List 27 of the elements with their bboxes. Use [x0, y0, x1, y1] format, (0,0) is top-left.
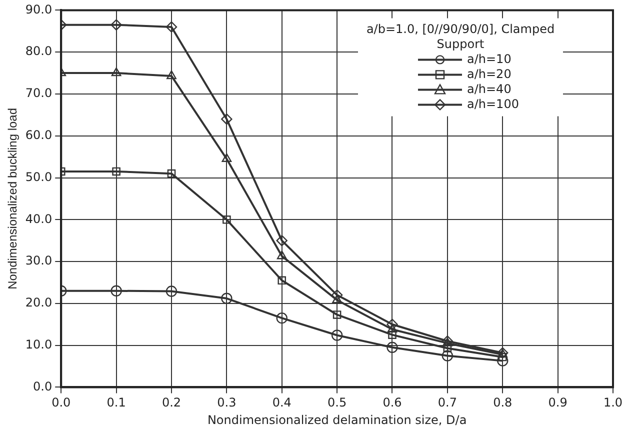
x-tick-label: 0.8	[493, 396, 512, 410]
x-tick-label: 0.6	[382, 396, 402, 410]
y-tick-label: 30.0	[25, 254, 52, 268]
y-axis-title: Nondimensionalized buckling load	[6, 108, 20, 290]
legend-label: a/h=40	[467, 82, 512, 96]
y-tick-label: 90.0	[25, 2, 52, 16]
x-tick-label: 0.2	[162, 396, 182, 410]
x-tick-label: 0.5	[328, 396, 347, 410]
y-tick-label: 70.0	[25, 86, 52, 100]
legend-label: a/h=20	[467, 66, 512, 81]
x-tick-label: 0.1	[106, 396, 126, 410]
x-tick-label: 0.9	[548, 396, 568, 410]
x-tick-label: 0.4	[272, 396, 292, 410]
x-tick-label: 0.3	[217, 396, 236, 410]
x-axis-title: Nondimensionalized delamination size, D/a	[207, 412, 467, 427]
y-tick-label: 60.0	[25, 128, 52, 142]
legend-label: a/h=100	[467, 96, 519, 111]
y-tick-label: 50.0	[25, 170, 52, 184]
legend-label: a/h=10	[467, 52, 512, 66]
y-tick-label: 80.0	[25, 44, 52, 58]
y-tick-label: 10.0	[25, 337, 52, 352]
y-tick-label: 20.0	[25, 296, 52, 310]
x-tick-label: 1.0	[603, 396, 623, 410]
y-tick-label: 40.0	[25, 212, 52, 226]
y-tick-label: 0.0	[33, 379, 52, 394]
x-tick-label: 0.0	[52, 396, 71, 410]
x-tick-label: 0.7	[438, 396, 457, 410]
